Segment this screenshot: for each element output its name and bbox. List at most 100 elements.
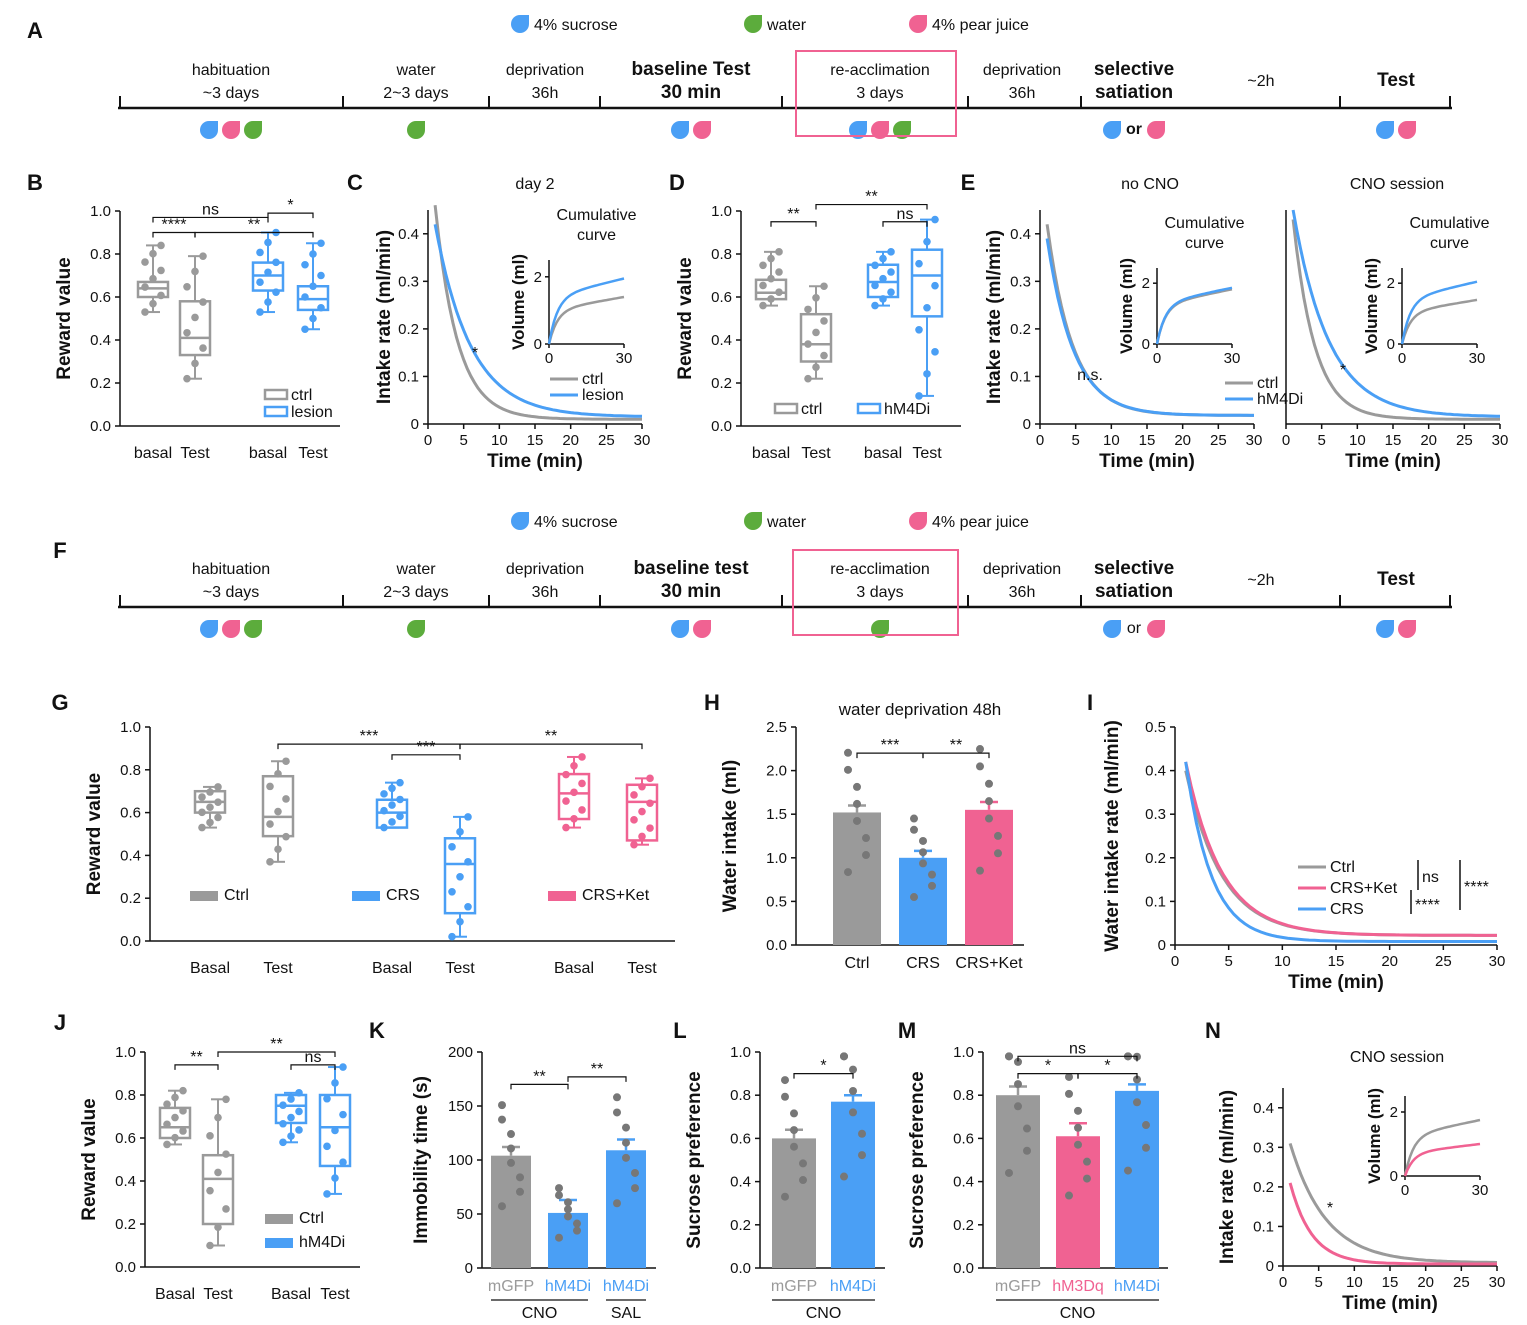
data-point	[812, 328, 820, 337]
y-tick-label: 2.0	[766, 763, 787, 780]
series-line	[433, 205, 642, 421]
data-point	[498, 1115, 506, 1124]
significance-label: **	[270, 1036, 282, 1053]
phase-label: ~2h	[1247, 572, 1274, 589]
y-tick-label: 0.3	[1253, 1139, 1274, 1156]
legend-label: ctrl	[1257, 375, 1278, 392]
x-tick-label: 5	[459, 432, 467, 449]
data-point	[631, 1184, 639, 1193]
y-tick-label: 0.4	[730, 1174, 751, 1191]
pink-drop-icon	[1398, 121, 1416, 139]
x-tick-label: 0	[1279, 1274, 1287, 1291]
pink-drop-icon	[693, 121, 711, 139]
data-point	[976, 762, 984, 771]
data-point	[853, 816, 861, 825]
data-point	[862, 834, 870, 843]
data-point	[781, 1192, 789, 1201]
y-tick-label: 0.6	[115, 1130, 136, 1147]
pink-drop-icon	[871, 121, 889, 139]
legend-swatch	[856, 402, 882, 415]
x-tick-label: mGFP	[995, 1278, 1041, 1295]
data-point	[256, 278, 264, 287]
data-point	[380, 790, 388, 798]
y-tick-label: 150	[448, 1098, 473, 1115]
data-point	[199, 344, 207, 352]
y-tick-label: 0.4	[120, 847, 141, 864]
inset-series-line	[547, 295, 625, 345]
y-tick-label: 0.2	[398, 321, 419, 338]
blue-drop-icon	[849, 121, 867, 139]
y-tick-label: 0.2	[1253, 1179, 1274, 1196]
data-point	[272, 288, 280, 296]
data-point	[222, 1150, 230, 1158]
y-tick-label: 0.6	[953, 1130, 974, 1147]
y-axis-label: Intake rate (ml/min)	[1217, 1090, 1238, 1264]
chart-J: 0.0 0.2 0.4 0.6 0.8 1.0 Reward value Basal Test B…	[79, 1036, 360, 1303]
pink-drop-icon	[1147, 121, 1165, 139]
inset-y-tick-label: 0	[1387, 336, 1395, 353]
y-axis-label: Immobility time (s)	[411, 1076, 432, 1244]
y-tick-label: 1.0	[711, 203, 732, 220]
significance-bracket	[152, 216, 269, 223]
x-tick-label: 10	[1349, 432, 1366, 449]
x-tick-label: Test	[320, 1286, 350, 1303]
legend-label: CRS+Ket	[582, 887, 650, 904]
y-tick-label: 0.2	[730, 1217, 751, 1234]
y-tick-label: 0.2	[120, 890, 141, 907]
blue-drop-icon	[1103, 121, 1121, 139]
x-tick-label: basal	[134, 445, 172, 462]
data-point	[279, 1138, 287, 1147]
x-tick-label: Test	[627, 960, 657, 977]
x-tick-label: Test	[263, 960, 293, 977]
x-tick-label: 20	[1174, 432, 1191, 449]
legend-label: hM4Di	[1257, 391, 1303, 408]
bar	[606, 1150, 646, 1268]
panel-letter-i: I	[1087, 690, 1093, 715]
y-tick-label: 1.0	[90, 203, 111, 220]
data-point	[622, 1138, 630, 1147]
y-tick-label: 0.0	[711, 418, 732, 435]
inset-y-tick-label: 2	[1387, 275, 1395, 292]
data-point	[853, 799, 861, 808]
data-point	[309, 250, 317, 258]
data-point	[199, 298, 207, 306]
data-point	[507, 1144, 515, 1153]
bar	[833, 812, 881, 945]
data-point	[928, 870, 936, 879]
significance-bracket	[217, 1051, 336, 1057]
panel-letter-e: E	[961, 170, 976, 195]
inset-y-label: Volume (ml)	[509, 254, 528, 350]
y-tick-label: 0.4	[711, 332, 732, 349]
data-point	[915, 325, 923, 334]
data-point	[516, 1173, 524, 1182]
phase-label: deprivation	[506, 62, 584, 79]
data-point	[179, 1107, 187, 1115]
y-tick-label: 0.2	[711, 375, 732, 392]
pink-drop-icon	[1147, 620, 1165, 638]
legend-label: ctrl	[801, 401, 822, 418]
x-tick-label: 20	[1417, 1274, 1434, 1291]
data-point	[1074, 1140, 1082, 1149]
y-tick-label: 0.6	[730, 1130, 751, 1147]
data-point	[171, 1113, 179, 1122]
inset-title: Cumulative	[1409, 215, 1489, 232]
data-point	[198, 808, 206, 817]
data-point	[781, 1076, 789, 1085]
data-point	[295, 1126, 303, 1134]
data-point	[1083, 1174, 1091, 1183]
panel-letter-g: G	[51, 690, 68, 715]
data-point	[507, 1158, 515, 1167]
phase-label: habituation	[192, 561, 270, 578]
data-point	[915, 259, 923, 268]
y-tick-label: 0.4	[1145, 763, 1166, 780]
series-line	[433, 224, 643, 418]
x-tick-label: Basal	[554, 960, 594, 977]
y-axis-label: Reward value	[54, 257, 75, 380]
inset-series-line	[1155, 288, 1233, 345]
chart-K: 0 50 100 150 200 Immobility time (s) mGFP hM4Di…	[411, 1044, 656, 1322]
or-label: or	[1126, 121, 1142, 138]
significance-label: *	[1104, 1058, 1110, 1075]
data-point	[222, 1205, 230, 1213]
series-line	[1184, 761, 1497, 943]
